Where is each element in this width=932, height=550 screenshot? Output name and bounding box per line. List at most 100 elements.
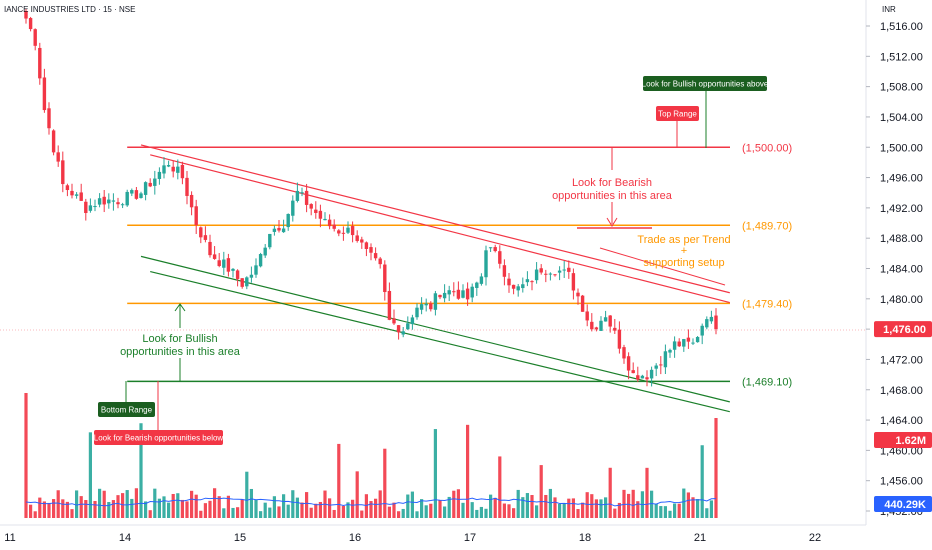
candle [659, 356, 663, 375]
candle [705, 316, 709, 330]
bullish-above-box [643, 76, 767, 91]
volume-bar [203, 503, 207, 518]
candle-body [580, 295, 585, 312]
candle-body [102, 196, 106, 205]
candle-body [553, 274, 557, 276]
candle [373, 247, 378, 261]
candle [686, 329, 691, 349]
candle-body [79, 192, 83, 201]
candle-body [235, 270, 240, 279]
candle-body [120, 204, 125, 206]
candle-body [42, 77, 47, 111]
volume-bar [558, 503, 562, 518]
trend-channel [140, 144, 730, 413]
candle-body [327, 219, 332, 227]
candle-body [153, 178, 157, 186]
candle-body [488, 247, 493, 249]
candle [125, 189, 129, 207]
candle-body [479, 276, 484, 284]
bullish-area-label-line1: Look for Bullish [142, 333, 217, 345]
candle-body [433, 293, 438, 310]
volume-bar [309, 507, 313, 518]
volume-bar [654, 503, 658, 518]
candle-body [456, 289, 461, 299]
candle [557, 266, 562, 281]
candle-body [332, 224, 336, 229]
candle [65, 183, 70, 197]
candle [134, 187, 139, 200]
candle-body [258, 254, 263, 267]
volume-bar [581, 502, 585, 518]
candle-body [134, 190, 139, 199]
volume-bar [525, 493, 529, 518]
candle [38, 42, 42, 85]
trend-note-line3: supporting setup [643, 257, 724, 269]
trendline-trend_lower [140, 255, 730, 403]
price-tick-label: 1,472.00 [880, 354, 923, 366]
level-label: (1,469.10) [742, 376, 792, 388]
candle-body [686, 337, 691, 342]
candle-body [162, 165, 166, 174]
candle [346, 221, 350, 234]
candle [672, 336, 677, 358]
price-tick-label: 1,508.00 [880, 82, 923, 94]
candle [217, 252, 221, 268]
volume-tag-bg [874, 432, 932, 448]
price-tick-label: 1,456.00 [880, 476, 923, 488]
volume-moving-average-line [25, 497, 717, 507]
candle-body [498, 251, 502, 264]
volume-bar [548, 488, 552, 518]
time-tick-label: 16 [349, 532, 361, 544]
candle [654, 363, 658, 377]
volume-bar [213, 488, 217, 518]
candle [139, 191, 143, 199]
bottom-range-label: Bottom Range [101, 406, 153, 415]
volume-bar [470, 502, 474, 518]
candle-body [493, 247, 497, 252]
volume-bar [429, 503, 433, 518]
volume-bar [277, 506, 281, 518]
volume-bar [180, 499, 184, 518]
candle-body [475, 282, 479, 288]
candle [396, 324, 401, 340]
level-label: (1,500.00) [742, 142, 792, 154]
volume-bar [148, 510, 152, 518]
volume-bar [111, 500, 115, 518]
candle-body [438, 294, 442, 298]
candle [180, 161, 185, 185]
volume-bar [185, 501, 189, 518]
candle [309, 203, 313, 216]
candle-body [268, 233, 272, 248]
candle [79, 183, 83, 201]
top-range-box [656, 106, 699, 121]
candle [56, 145, 60, 167]
candle-body [603, 317, 608, 322]
candle [378, 256, 382, 269]
candle [677, 338, 681, 348]
candle [622, 344, 626, 364]
candle [166, 160, 171, 168]
bullish-area-label-line2: opportunities in this area [120, 346, 241, 358]
price-axis-panel[interactable] [866, 0, 932, 550]
candle [364, 241, 369, 257]
time-tick-label: 22 [809, 532, 821, 544]
volume-bar [599, 499, 603, 518]
volume-bar [88, 432, 92, 518]
candle-body [567, 267, 571, 272]
candle [120, 202, 125, 209]
volume-bar [452, 490, 456, 518]
candle-body [217, 260, 221, 267]
candle-body [185, 177, 189, 196]
candle-body [171, 166, 175, 172]
candle [143, 181, 148, 201]
volume-bar [130, 498, 134, 518]
volume-bar [507, 504, 511, 518]
currency-label: INR [882, 5, 896, 14]
bearish-area-arrow-head [606, 217, 618, 227]
candle [576, 288, 580, 305]
candle [42, 68, 47, 113]
volume-bar [433, 429, 437, 518]
volume-bar [709, 500, 713, 518]
candle [645, 370, 649, 387]
